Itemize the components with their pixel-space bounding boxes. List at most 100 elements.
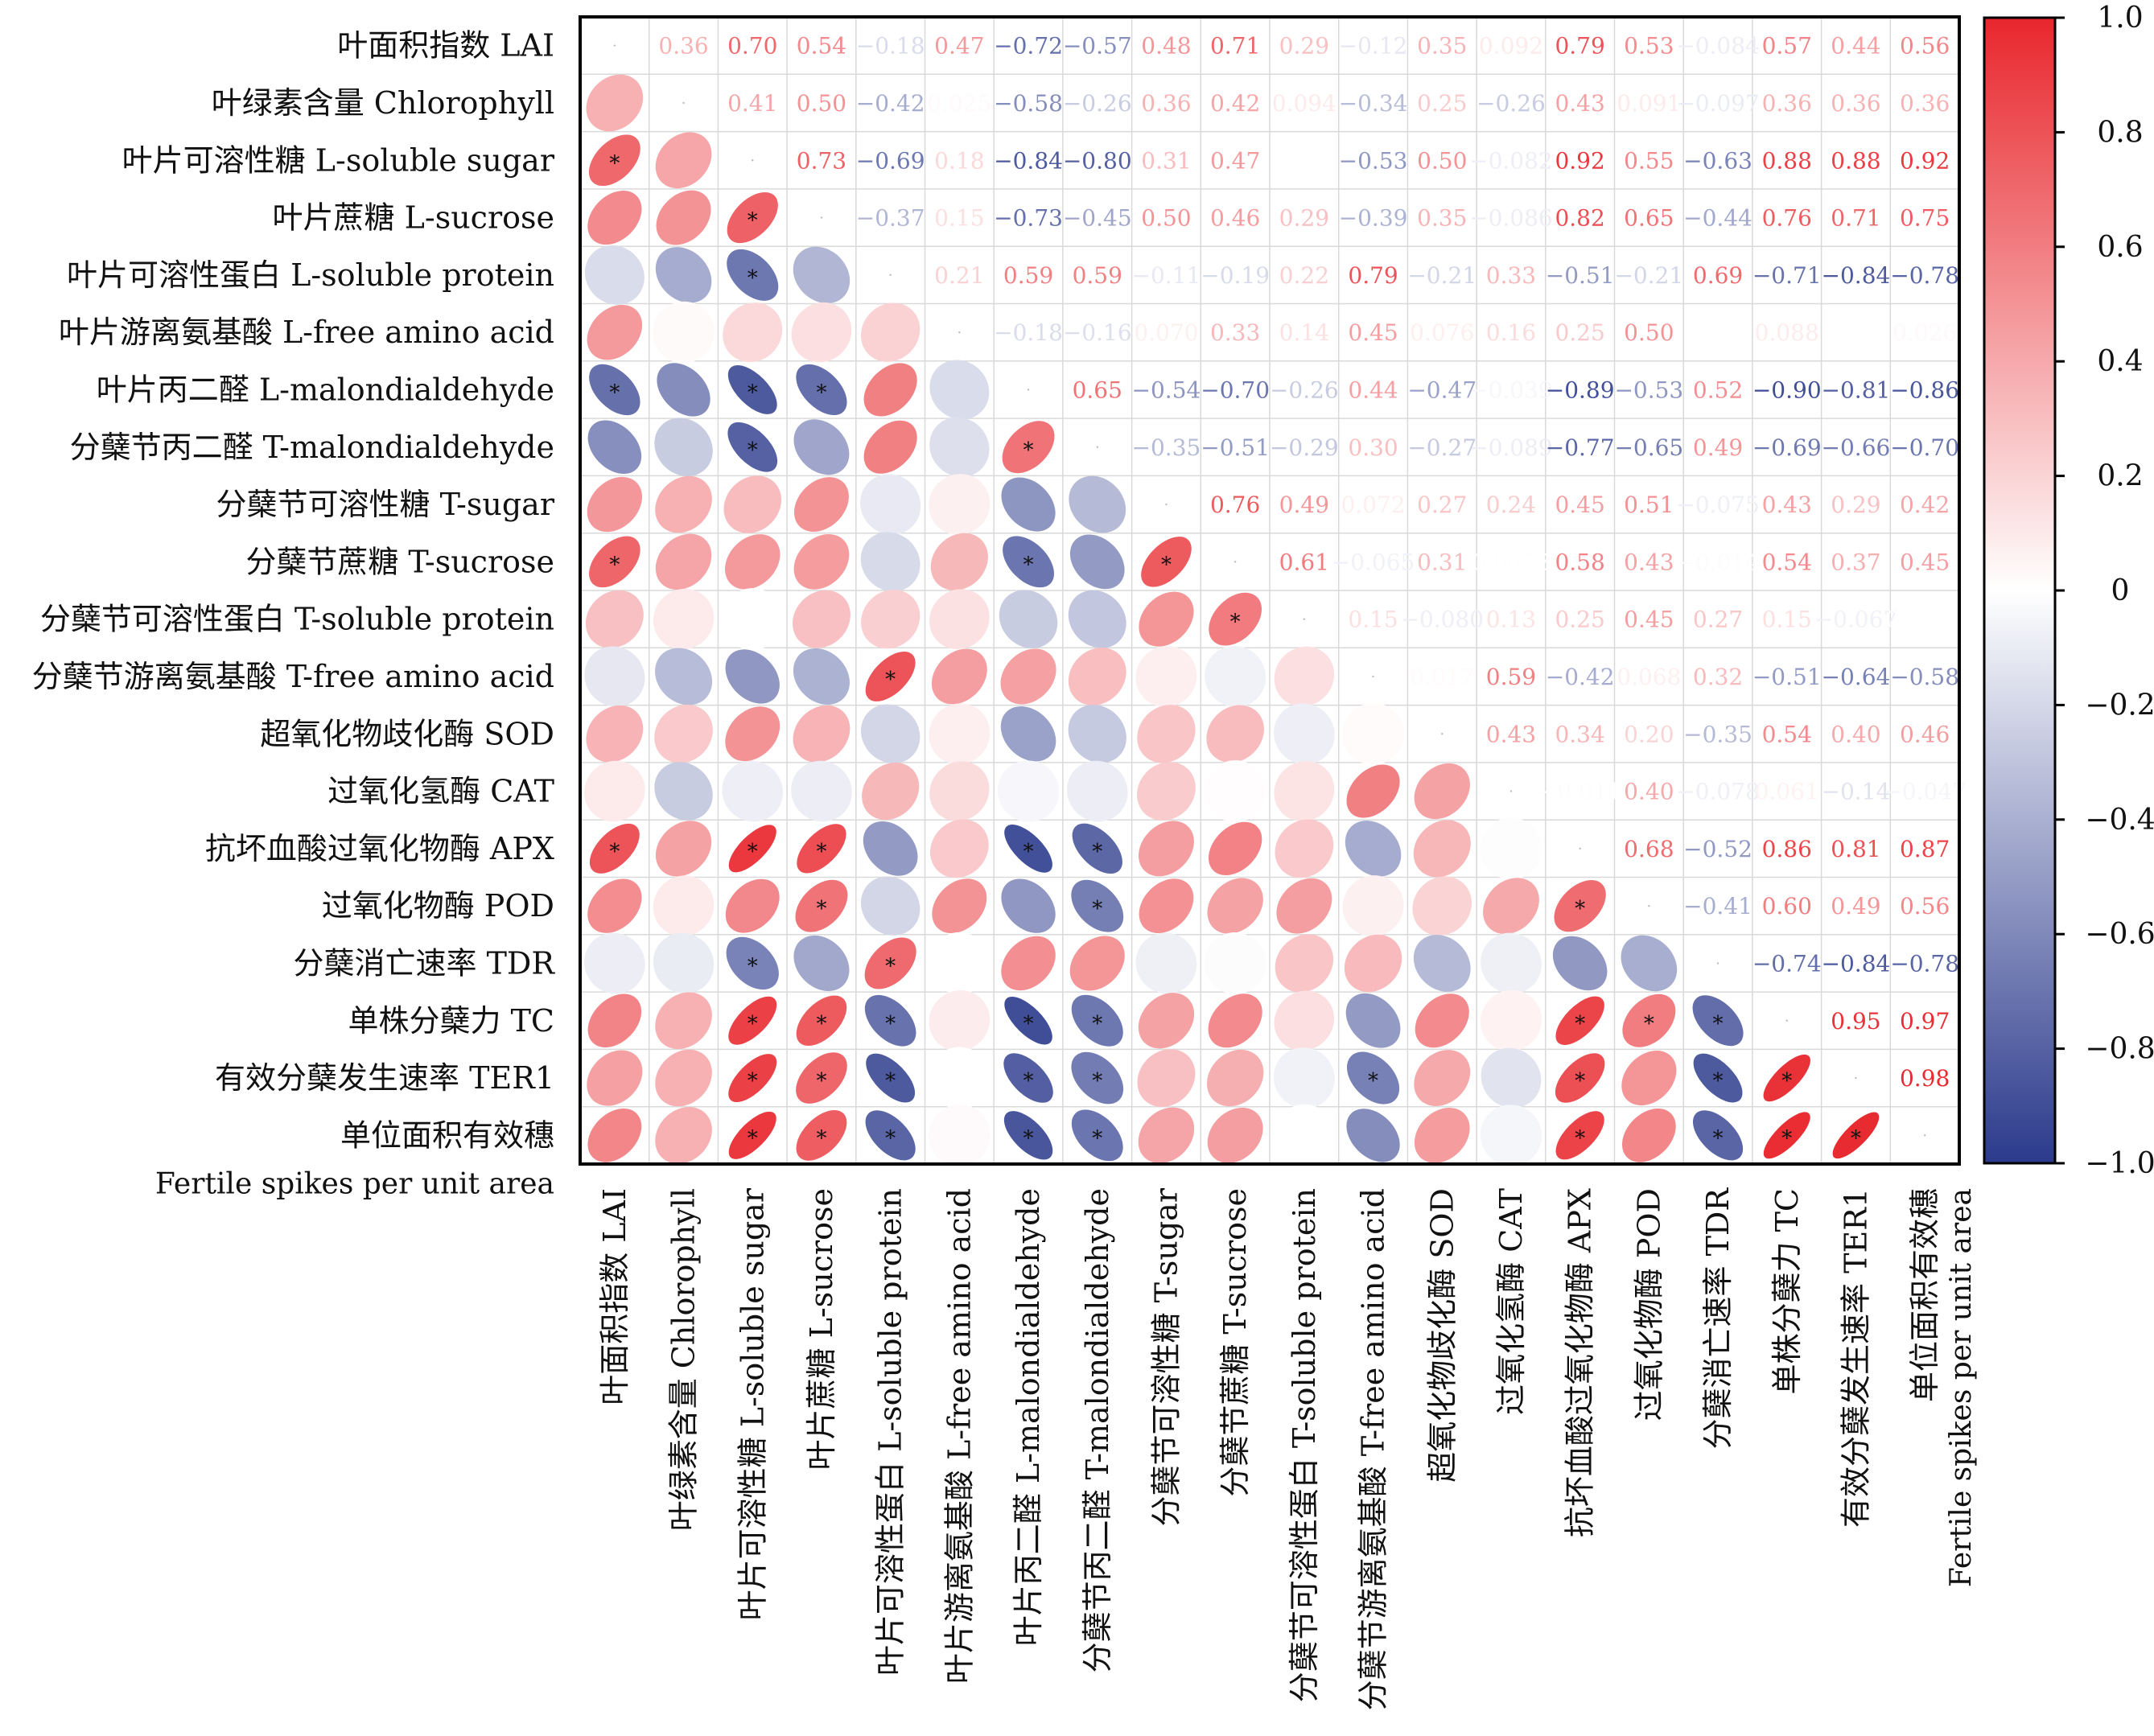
corr-value-r7-c8: −0.35 — [1132, 434, 1201, 461]
corr-value-r16-c18: −0.84 — [1822, 950, 1891, 977]
corr-value-r0-c18: 0.44 — [1831, 33, 1880, 60]
corr-ellipse-r14-c4 — [863, 821, 918, 876]
corr-ellipse-r8-c2 — [723, 475, 782, 533]
corr-ellipse-r15-c12 — [1412, 876, 1472, 936]
corr-ellipse-r10-c1 — [653, 588, 715, 650]
corr-ellipse-r11-c6 — [1000, 648, 1056, 705]
corr-ellipse-r16-c14 — [1552, 936, 1608, 991]
corr-value-r9-c19: 0.45 — [1900, 549, 1950, 575]
corr-ellipse-r11-c2 — [725, 649, 780, 704]
corr-value-r13-c19: −0.047 — [1883, 779, 1967, 805]
corr-ellipse-r15-c9 — [1207, 878, 1263, 934]
corr-ellipse-r14-c6 — [1004, 824, 1052, 873]
corr-ellipse-r17-c16 — [1692, 995, 1744, 1047]
diagonal-dot — [1579, 847, 1581, 850]
corr-ellipse-r8-c1 — [655, 475, 712, 533]
corr-value-r2-c18: 0.88 — [1831, 147, 1880, 174]
corr-value-r10-c16: 0.27 — [1693, 607, 1743, 633]
corr-value-r11-c14: −0.42 — [1546, 664, 1615, 690]
corr-ellipse-r7-c1 — [654, 418, 713, 476]
row-label: 分蘖消亡速率 TDR — [293, 945, 555, 981]
corr-ellipse-r19-c5 — [929, 1105, 991, 1166]
column-label: 分蘖节可溶性蛋白 T-soluble protein — [1287, 1188, 1322, 1702]
corr-ellipse-r10-c3 — [792, 590, 850, 648]
significance-star: * — [1092, 897, 1102, 921]
corr-ellipse-r11-c8 — [1135, 646, 1197, 707]
column-label: 分蘖节可溶性糖 T-sugar — [1148, 1187, 1184, 1526]
significance-star: * — [1092, 1012, 1102, 1036]
corr-value-r11-c16: 0.32 — [1693, 664, 1743, 690]
corr-value-r7-c13: −0.089 — [1469, 434, 1553, 461]
corr-ellipse-r13-c8 — [1137, 762, 1196, 821]
significance-star: * — [1781, 1126, 1792, 1150]
diagonal-dot — [682, 101, 685, 105]
corr-value-r11-c17: −0.51 — [1752, 664, 1822, 690]
corr-value-r3-c13: −0.086 — [1469, 205, 1553, 232]
corr-value-r3-c18: 0.71 — [1831, 205, 1880, 232]
corr-ellipse-r16-c2 — [726, 936, 779, 990]
colorbar-tick-label: −0.2 — [2085, 689, 2154, 722]
corr-value-r5-c14: 0.25 — [1555, 319, 1604, 346]
corr-value-r3-c15: 0.65 — [1624, 205, 1674, 232]
column-label: 分蘖节游离氨基酸 T-free amino acid — [1356, 1188, 1391, 1710]
corr-value-r6-c10: −0.26 — [1270, 376, 1339, 403]
corr-ellipse-r13-c2 — [722, 760, 784, 822]
significance-star: * — [748, 1069, 758, 1093]
corr-ellipse-r7-c3 — [793, 419, 850, 475]
corr-ellipse-r19-c17 — [1763, 1112, 1810, 1159]
corr-ellipse-r19-c9 — [1207, 1107, 1263, 1163]
corr-value-r5-c8: 0.070 — [1134, 319, 1198, 346]
corr-ellipse-r9-c3 — [793, 534, 850, 590]
corr-value-r11-c15: 0.068 — [1617, 664, 1681, 690]
corr-value-r9-c10: 0.61 — [1279, 549, 1329, 575]
column-label: 叶片游离氨基酸 L-free amino acid — [941, 1188, 977, 1684]
diagonal-dot — [1027, 389, 1030, 391]
significance-star: * — [1230, 611, 1241, 635]
corr-value-r11-c18: −0.64 — [1822, 664, 1891, 690]
corr-value-r7-c9: −0.51 — [1201, 434, 1270, 461]
corr-ellipse-r8-c5 — [929, 474, 991, 536]
row-label: 分蘖节蔗糖 T-sucrose — [245, 544, 554, 579]
corr-ellipse-r16-c8 — [1135, 932, 1197, 994]
corr-value-r8-c16: −0.075 — [1676, 492, 1760, 518]
corr-ellipse-r11-c3 — [793, 648, 850, 705]
diagonal-dot — [889, 274, 892, 277]
corr-value-r9-c13: 0.0078 — [1472, 549, 1551, 575]
row-label: 分蘖节可溶性蛋白 T-soluble protein — [40, 602, 554, 637]
corr-ellipse-r19-c4 — [865, 1110, 916, 1161]
column-label: 叶片可溶性糖 L-soluble sugar — [735, 1187, 770, 1620]
significance-star: * — [748, 381, 758, 405]
corr-ellipse-r12-c2 — [725, 706, 780, 762]
corr-ellipse-r15-c1 — [653, 875, 715, 936]
significance-star: * — [1575, 1069, 1585, 1093]
corr-ellipse-r19-c10 — [1273, 1104, 1336, 1166]
corr-value-r12-c19: 0.46 — [1900, 721, 1950, 747]
corr-ellipse-r5-c0 — [587, 304, 643, 360]
corr-value-r13-c15: 0.40 — [1624, 779, 1674, 805]
corr-ellipse-r8-c4 — [860, 474, 921, 535]
corr-value-r2-c3: 0.73 — [797, 147, 846, 174]
corr-ellipse-r18-c4 — [866, 1053, 916, 1103]
corr-ellipse-r19-c11 — [1346, 1109, 1400, 1162]
corr-ellipse-r9-c2 — [725, 534, 780, 590]
corr-ellipse-r14-c11 — [1345, 821, 1402, 877]
corr-value-r5-c12: 0.076 — [1410, 319, 1474, 346]
corr-ellipse-r5-c2 — [723, 302, 783, 363]
corr-value-r0-c10: 0.29 — [1279, 33, 1329, 60]
corr-value-r1-c7: −0.26 — [1063, 90, 1132, 117]
significance-star: * — [1713, 1012, 1724, 1036]
column-label: 单位面积有效穗 — [1907, 1188, 1942, 1402]
corr-ellipse-r2-c0 — [588, 134, 640, 187]
significance-star: * — [748, 438, 758, 463]
corr-value-r10-c13: 0.13 — [1486, 607, 1536, 633]
corr-value-r1-c17: 0.36 — [1762, 90, 1812, 117]
column-label: 单株分蘖力 TC — [1769, 1188, 1805, 1395]
corr-value-r0-c3: 0.54 — [797, 33, 846, 60]
corr-value-r1-c10: 0.094 — [1272, 90, 1336, 117]
corr-ellipse-r7-c2 — [727, 422, 778, 472]
colorbar-tick-label: 0.4 — [2097, 345, 2143, 378]
corr-ellipse-r14-c7 — [1072, 823, 1122, 874]
corr-ellipse-r4-c1 — [655, 247, 712, 303]
significance-star: * — [1092, 1069, 1102, 1093]
